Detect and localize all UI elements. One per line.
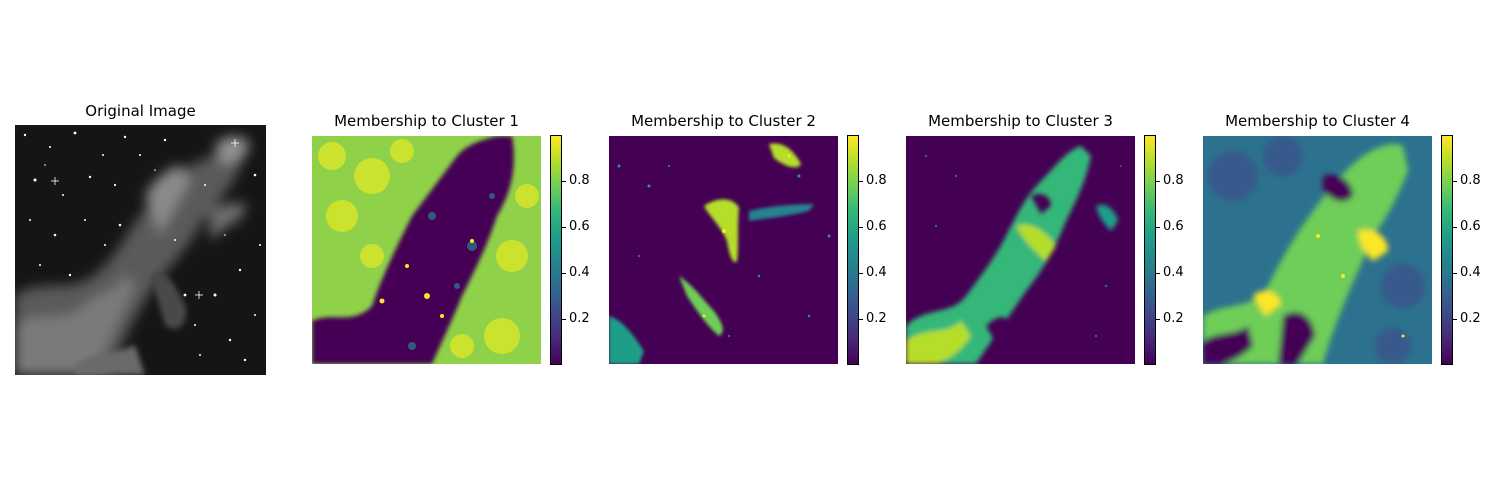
cluster-1-heatmap: [312, 136, 541, 364]
colorbar-tick-label: 0.6: [1460, 219, 1481, 234]
colorbar-tick-label: 0.8: [1460, 173, 1481, 188]
colorbar-tick-label: 0.6: [569, 219, 590, 234]
cluster-3-colorbar: [1144, 135, 1156, 365]
cluster-1-colorbar: [550, 135, 562, 365]
colorbar-tick: [1453, 181, 1457, 182]
original-image-svg: [15, 131, 261, 375]
colorbar-tick: [1156, 181, 1160, 182]
colorbar-tick: [562, 227, 566, 228]
colorbar-tick: [1156, 273, 1160, 274]
colorbar-tick-label: 0.8: [1163, 173, 1184, 188]
colorbar-tick-label: 0.8: [866, 173, 887, 188]
colorbar-tick: [562, 273, 566, 274]
colorbar-tick-label: 0.4: [866, 265, 887, 280]
colorbar-tick: [1156, 319, 1160, 320]
colorbar-tick-label: 0.6: [866, 219, 887, 234]
colorbar-tick: [859, 227, 863, 228]
colorbar-tick: [859, 273, 863, 274]
colorbar-tick: [562, 319, 566, 320]
colorbar-tick: [859, 181, 863, 182]
colorbar-tick-label: 0.2: [1460, 311, 1481, 326]
colorbar-tick-label: 0.4: [569, 265, 590, 280]
cluster-4-colorbar: [1441, 135, 1453, 365]
cluster-4-title: Membership to Cluster 4: [1225, 112, 1410, 130]
cluster-3-title: Membership to Cluster 3: [928, 112, 1113, 130]
colorbar-tick: [1453, 273, 1457, 274]
colorbar-tick-label: 0.4: [1460, 265, 1481, 280]
cluster-3-heatmap: [906, 136, 1135, 364]
colorbar-tick: [562, 181, 566, 182]
colorbar-tick-label: 0.6: [1163, 219, 1184, 234]
cluster-2-colorbar: [847, 135, 859, 365]
colorbar-tick-label: 0.4: [1163, 265, 1184, 280]
cluster-4-heatmap: [1203, 136, 1432, 364]
cluster-1-title: Membership to Cluster 1: [334, 112, 519, 130]
colorbar-tick-label: 0.2: [1163, 311, 1184, 326]
colorbar-tick: [1453, 227, 1457, 228]
original-image-panel: [15, 125, 266, 375]
colorbar-tick: [1156, 227, 1160, 228]
colorbar-tick: [1453, 319, 1457, 320]
cluster-2-heatmap: [609, 136, 838, 364]
colorbar-tick-label: 0.2: [569, 311, 590, 326]
colorbar-tick: [859, 319, 863, 320]
colorbar-tick-label: 0.8: [569, 173, 590, 188]
colorbar-tick-label: 0.2: [866, 311, 887, 326]
cluster-2-title: Membership to Cluster 2: [631, 112, 816, 130]
original-image-title: Original Image: [85, 102, 196, 120]
